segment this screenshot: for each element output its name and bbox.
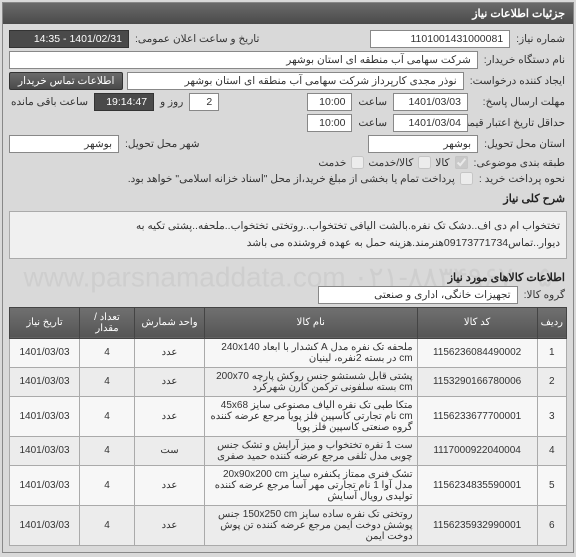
reply-time-label: ساعت (356, 96, 389, 108)
cat-service-check[interactable]: خدمت (318, 156, 364, 169)
desc-box: تختخواب ام دی اف..دشک تک نفره.بالشت الیا… (9, 211, 567, 259)
pay-label: نحوه پرداخت خرید : (477, 173, 567, 185)
cell-date: 1401/03/03 (10, 396, 80, 436)
th-qty: تعداد / مقدار (80, 307, 135, 338)
cell-date: 1401/03/03 (10, 338, 80, 367)
cell-date: 1401/03/03 (10, 436, 80, 465)
cat-goods-checkbox[interactable] (455, 156, 468, 169)
pay-checkbox[interactable] (460, 172, 473, 185)
cell-unit: عدد (135, 338, 205, 367)
cell-unit: عدد (135, 367, 205, 396)
reply-countdown: 19:14:47 (94, 93, 154, 111)
reply-label: مهلت ارسال پاسخ: (472, 96, 567, 108)
table-row[interactable]: 61156235932990001روتختی تک نفره ساده سای… (10, 505, 567, 545)
cell-idx: 6 (537, 505, 566, 545)
need-no-value: 1101001431000081 (370, 30, 510, 48)
cell-name: ملحفه تک نفره مدل A کشدار با ابعاد 240x1… (205, 338, 418, 367)
desc-title: شرح کلی نیاز (9, 188, 567, 207)
reply-date: 1401/03/03 (393, 93, 468, 111)
cat-goods-service-check[interactable]: کالا/خدمت (368, 156, 431, 169)
table-row[interactable]: 51156234835590001تشک فنری ممتاز یکنفره س… (10, 465, 567, 505)
table-row[interactable]: 11156236084490002ملحفه تک نفره مدل A کشد… (10, 338, 567, 367)
th-name: نام کالا (205, 307, 418, 338)
cell-date: 1401/03/03 (10, 505, 80, 545)
cell-date: 1401/03/03 (10, 367, 80, 396)
reply-days-label: روز و (158, 96, 185, 108)
cell-qty: 4 (80, 436, 135, 465)
cat-goods-service-label: کالا/خدمت (368, 157, 413, 169)
cat-goods-check[interactable]: کالا (435, 156, 467, 169)
table-row[interactable]: 21153290166780006پشتی قابل شستشو جنس روک… (10, 367, 567, 396)
th-code: کد کالا (417, 307, 537, 338)
valid-time: 10:00 (307, 114, 352, 132)
cell-qty: 4 (80, 465, 135, 505)
cat-goods-label: کالا (435, 157, 449, 169)
cell-name: پشتی قابل شستشو جنس روکش پارچه 200x70 cm… (205, 367, 418, 396)
cell-unit: عدد (135, 465, 205, 505)
cell-unit: عدد (135, 505, 205, 545)
valid-date: 1401/03/04 (393, 114, 468, 132)
cell-code: 1156233677700001 (417, 396, 537, 436)
valid-label: حداقل تاریخ اعتبار قیمت تا تاریخ: (472, 117, 567, 129)
th-date: تاریخ نیاز (10, 307, 80, 338)
cell-qty: 4 (80, 367, 135, 396)
cell-name: متکا طبی تک نفره الیاف مصنوعی سایز 45x68… (205, 396, 418, 436)
cat-service-label: خدمت (318, 157, 346, 169)
table-row[interactable]: 41117000922040004ست 1 نفره تختخواب و میز… (10, 436, 567, 465)
items-table: ردیف کد کالا نام کالا واحد شمارش تعداد /… (9, 307, 567, 546)
creator-label: ایجاد کننده درخواست: (468, 75, 567, 87)
cell-idx: 4 (537, 436, 566, 465)
announce-value: 1401/02/31 - 14:35 (9, 30, 129, 48)
group-value: تجهیزات خانگی، اداری و صنعتی (318, 286, 518, 304)
panel-header: جزئیات اطلاعات نیاز (3, 3, 573, 24)
cell-unit: عدد (135, 396, 205, 436)
cell-unit: ست (135, 436, 205, 465)
deliver-state-label: استان محل تحویل: (482, 138, 567, 150)
cat-label: طبقه بندی موضوعی: (472, 157, 567, 169)
reply-remain: ساعت باقی مانده (9, 96, 90, 108)
reply-time: 10:00 (307, 93, 352, 111)
cell-name: تشک فنری ممتاز یکنفره سایز 20x90x200 cm … (205, 465, 418, 505)
cat-goods-service-checkbox[interactable] (418, 156, 431, 169)
creator-value: نوذر مجدی کارپرداز شرکت سهامی آب منطقه ا… (127, 72, 463, 90)
cell-name: ست 1 نفره تختخواب و میز آرایش و تشک جنس … (205, 436, 418, 465)
cell-idx: 2 (537, 367, 566, 396)
pay-text: پرداخت تمام یا بخشی از مبلغ خرید،از محل … (128, 173, 455, 185)
announce-label: تاریخ و ساعت اعلان عمومی: (133, 33, 261, 45)
cat-service-checkbox[interactable] (351, 156, 364, 169)
cell-qty: 4 (80, 338, 135, 367)
cell-qty: 4 (80, 505, 135, 545)
cell-date: 1401/03/03 (10, 465, 80, 505)
valid-time-label: ساعت (356, 117, 389, 129)
deliver-state: بوشهر (368, 135, 478, 153)
need-no-label: شماره نیاز: (514, 33, 567, 45)
table-row[interactable]: 31156233677700001متکا طبی تک نفره الیاف … (10, 396, 567, 436)
cell-code: 1156236084490002 (417, 338, 537, 367)
contact-button[interactable]: اطلاعات تماس خریدار (9, 72, 123, 90)
items-title: اطلاعات کالاهای مورد نیاز (9, 267, 567, 286)
cell-idx: 5 (537, 465, 566, 505)
cell-code: 1117000922040004 (417, 436, 537, 465)
need-details-panel: جزئیات اطلاعات نیاز شماره نیاز: 11010014… (2, 2, 574, 553)
pay-check[interactable]: پرداخت تمام یا بخشی از مبلغ خرید،از محل … (128, 172, 473, 185)
reply-days: 2 (189, 93, 219, 111)
th-idx: ردیف (537, 307, 566, 338)
th-unit: واحد شمارش (135, 307, 205, 338)
cell-code: 1156235932990001 (417, 505, 537, 545)
cell-idx: 3 (537, 396, 566, 436)
deliver-city: بوشهر (9, 135, 119, 153)
cell-code: 1153290166780006 (417, 367, 537, 396)
cell-idx: 1 (537, 338, 566, 367)
cell-name: روتختی تک نفره ساده سایز 150x250 cm جنس … (205, 505, 418, 545)
cell-code: 1156234835590001 (417, 465, 537, 505)
cell-qty: 4 (80, 396, 135, 436)
group-label: گروه کالا: (522, 289, 567, 301)
deliver-city-label: شهر محل تحویل: (123, 138, 202, 150)
buyer-label: نام دستگاه خریدار: (482, 54, 567, 66)
buyer-value: شرکت سهامی آب منطقه ای استان بوشهر (9, 51, 478, 69)
